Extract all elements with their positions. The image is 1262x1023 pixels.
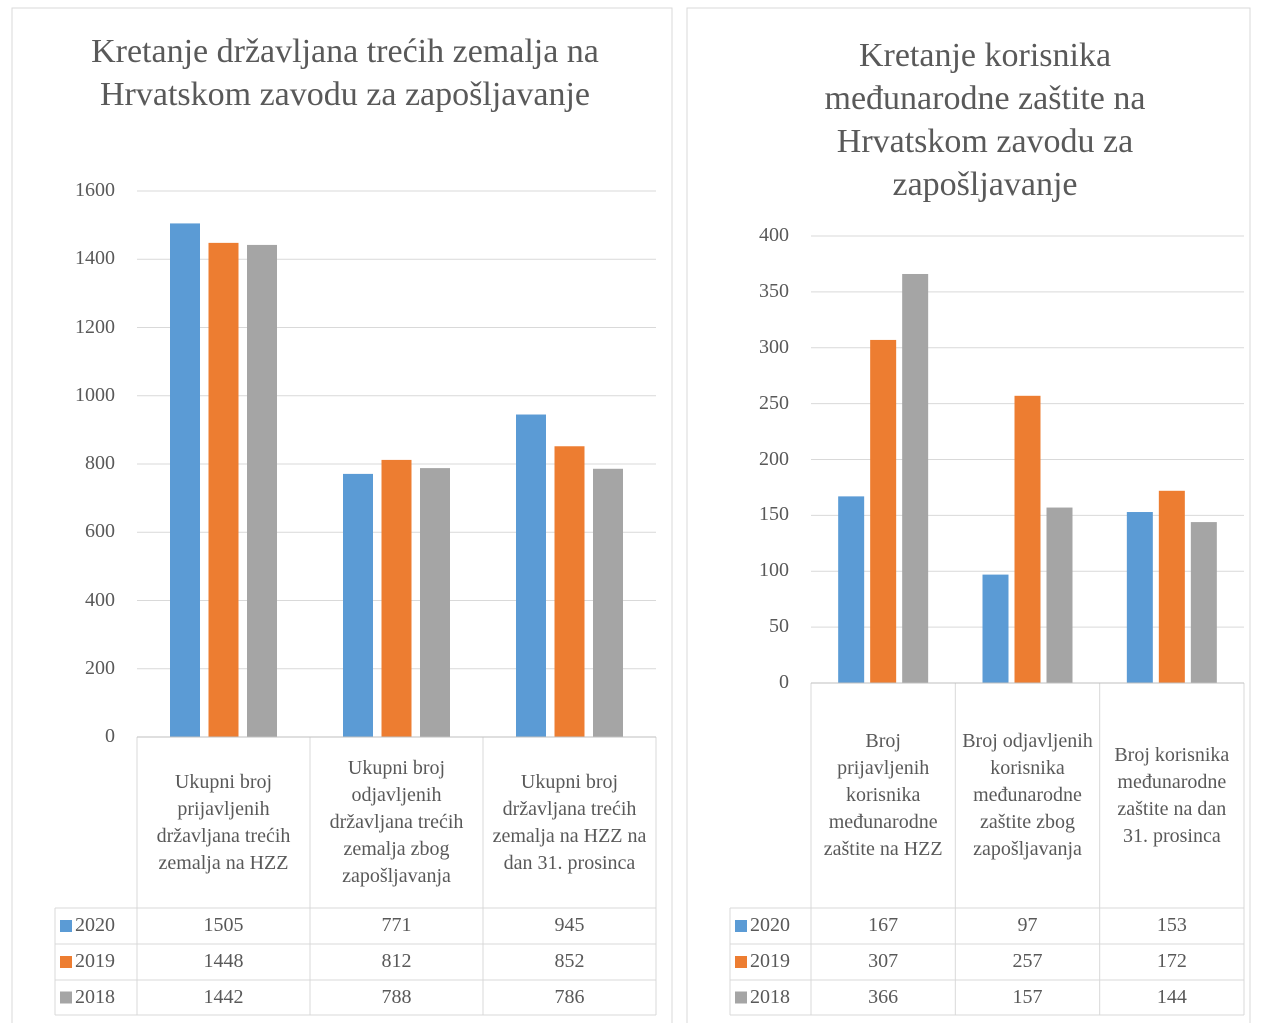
legend-label: 2019 [75, 950, 115, 972]
y-tick-label: 200 [85, 656, 115, 679]
bar [1158, 490, 1185, 683]
bar [381, 459, 412, 737]
y-tick-label: 100 [759, 559, 789, 582]
y-tick-label: 50 [769, 615, 789, 638]
legend-swatch [735, 991, 747, 1004]
bar [554, 446, 585, 737]
y-tick-label: 300 [759, 335, 789, 358]
bar [838, 496, 865, 683]
legend-swatch [735, 956, 747, 968]
y-tick-label: 1000 [75, 383, 115, 406]
table-value: 812 [381, 950, 412, 972]
y-tick-label: 400 [759, 224, 789, 246]
legend-swatch [60, 956, 72, 968]
y-tick-label: 0 [779, 671, 789, 693]
bar [247, 244, 277, 738]
category-label: Ukupni broj prijavljenih državljana treć… [156, 770, 291, 874]
legend-swatch [60, 920, 72, 932]
legend-label: 2020 [75, 914, 115, 936]
table-value: 1505 [203, 914, 244, 936]
bar [208, 242, 239, 737]
category-label: Broj odjavljenih korisnika međunarodne z… [962, 730, 1093, 860]
y-tick-label: 1200 [75, 315, 115, 338]
bar [1126, 512, 1153, 683]
table-value: 257 [1012, 950, 1043, 972]
table-value: 153 [1156, 914, 1187, 936]
table-value: 97 [1017, 914, 1038, 936]
table-value: 307 [868, 950, 899, 972]
bar [1014, 395, 1041, 683]
y-tick-label: 1400 [75, 247, 115, 270]
table-value: 167 [868, 914, 899, 936]
category-label: Broj prijavljenih korisnika međunarodne … [823, 730, 943, 860]
y-tick-label: 150 [759, 503, 789, 526]
table-value: 172 [1156, 950, 1187, 972]
bar [1190, 522, 1217, 683]
legend-label: 2020 [750, 914, 790, 936]
panel-border [11, 7, 673, 1023]
y-tick-label: 250 [759, 391, 789, 414]
y-tick-label: 0 [105, 725, 115, 747]
y-tick-label: 1600 [75, 179, 115, 201]
legend-swatch [735, 920, 747, 932]
bar [516, 414, 546, 737]
table-value: 144 [1156, 985, 1187, 1008]
table-value: 852 [554, 950, 585, 972]
bar [902, 273, 929, 683]
panel-border [686, 7, 1251, 1023]
table-value: 366 [868, 985, 899, 1008]
legend-swatch [60, 991, 72, 1004]
bar [982, 574, 1009, 683]
y-tick-label: 400 [85, 588, 115, 611]
table-value: 1448 [203, 950, 244, 972]
y-tick-label: 600 [85, 520, 115, 543]
bar [1046, 507, 1073, 683]
table-value: 1442 [203, 985, 244, 1008]
bar [343, 473, 373, 737]
table-value: 945 [554, 914, 585, 936]
table-value: 157 [1012, 985, 1043, 1008]
chart-title: Kretanje državljana trećih zemalja na Hr… [91, 33, 599, 113]
y-tick-label: 800 [85, 452, 115, 474]
table-value: 771 [381, 914, 412, 936]
category-label: Broj korisnika međunarodne zaštite na da… [1114, 743, 1230, 847]
bar [170, 223, 200, 737]
legend-label: 2018 [75, 985, 115, 1008]
table-value: 788 [381, 985, 412, 1008]
legend-label: 2018 [750, 985, 790, 1008]
y-tick-label: 350 [759, 279, 789, 302]
y-tick-label: 200 [759, 447, 789, 470]
category-label: Ukupni broj odjavljenih državljana treći… [329, 757, 464, 887]
bar [870, 339, 897, 683]
table-value: 786 [554, 985, 585, 1008]
bar [593, 468, 623, 737]
legend-label: 2019 [750, 950, 790, 972]
chart-title: Kretanje korisnika međunarodne zaštite n… [824, 37, 1146, 203]
category-label: Ukupni broj državljana trećih zemalja na… [492, 770, 647, 874]
bar [420, 468, 450, 737]
